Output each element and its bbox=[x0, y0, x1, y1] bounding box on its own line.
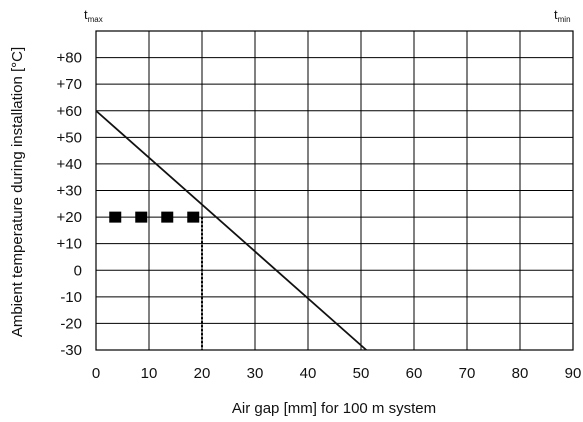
y-tick-labels: -30 -20 -10 0 +10 +20 +30 +40 +50 +60 +70 +80 bbox=[57, 50, 82, 359]
x-tick-label: 70 bbox=[459, 365, 476, 382]
y-tick-label: +30 bbox=[57, 183, 82, 200]
example-layer bbox=[109, 211, 203, 350]
t-min-main: t bbox=[554, 7, 558, 22]
series-line bbox=[95, 110, 367, 351]
y-tick-label: +60 bbox=[57, 103, 82, 120]
y-tick-label: +40 bbox=[57, 156, 82, 173]
y-tick-label: +70 bbox=[57, 76, 82, 93]
plot-border bbox=[95, 30, 574, 351]
x-tick-label: 80 bbox=[512, 365, 529, 382]
plot-frame bbox=[95, 30, 574, 351]
chart-grid bbox=[96, 31, 573, 350]
series-layer bbox=[95, 110, 367, 351]
x-tick-label: 50 bbox=[353, 365, 370, 382]
y-tick-label: -10 bbox=[60, 289, 82, 306]
t-min-sub: min bbox=[558, 15, 571, 24]
y-tick-label: 0 bbox=[74, 262, 82, 279]
y-tick-label: -20 bbox=[60, 315, 82, 332]
x-tick-label: 60 bbox=[406, 365, 423, 382]
t-max-label: tmax bbox=[84, 7, 103, 24]
x-axis-label: Air gap [mm] for 100 m system bbox=[232, 400, 436, 417]
x-tick-label: 90 bbox=[565, 365, 582, 382]
y-axis-label: Ambient temperature during installation … bbox=[9, 47, 26, 337]
x-tick-label: 0 bbox=[92, 365, 100, 382]
y-tick-label: +80 bbox=[57, 50, 82, 67]
t-max-main: t bbox=[84, 7, 88, 22]
x-tick-label: 20 bbox=[194, 365, 211, 382]
x-tick-labels: 0 10 20 30 40 50 60 70 80 90 bbox=[92, 365, 582, 382]
y-tick-label: -30 bbox=[60, 342, 82, 359]
x-tick-label: 40 bbox=[300, 365, 317, 382]
y-tick-label: +20 bbox=[57, 209, 82, 226]
t-min-label: tmin bbox=[554, 7, 571, 24]
x-tick-label: 10 bbox=[141, 365, 158, 382]
y-tick-label: +50 bbox=[57, 129, 82, 146]
t-max-sub: max bbox=[88, 15, 103, 24]
y-tick-label: +10 bbox=[57, 236, 82, 253]
x-tick-label: 30 bbox=[247, 365, 264, 382]
